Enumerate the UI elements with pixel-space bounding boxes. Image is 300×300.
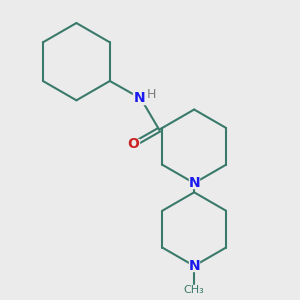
Bar [133,93,148,104]
Text: H: H [146,88,156,100]
Text: CH₃: CH₃ [184,285,205,295]
Text: N: N [188,259,200,273]
Bar [189,261,199,271]
Bar [189,178,199,188]
Text: O: O [128,137,140,152]
Text: N: N [188,176,200,190]
Bar [128,139,139,150]
Text: N: N [134,92,145,106]
